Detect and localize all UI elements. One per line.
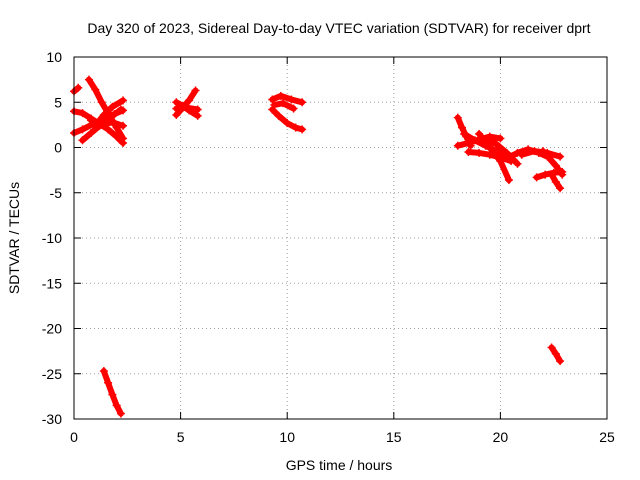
data-point	[119, 121, 128, 130]
data-point	[558, 167, 567, 176]
data-point	[78, 125, 87, 134]
x-tick-label: 10	[279, 429, 295, 445]
data-point	[185, 96, 194, 105]
data-point	[87, 129, 96, 138]
data-point	[108, 390, 117, 399]
data-point	[119, 96, 128, 105]
y-tick-label: -10	[42, 230, 62, 246]
data-point	[87, 116, 96, 125]
chart-title: Day 320 of 2023, Sidereal Day-to-day VTE…	[87, 20, 590, 36]
y-tick-label: 5	[54, 94, 62, 110]
data-point	[502, 154, 511, 163]
data-track-2	[85, 76, 126, 142]
y-tick-label: -15	[42, 275, 62, 291]
data-layer	[70, 75, 567, 418]
data-point	[84, 75, 93, 84]
data-point	[539, 147, 548, 156]
data-point	[532, 173, 541, 182]
data-point	[104, 125, 113, 134]
data-point	[556, 357, 565, 366]
y-tick-label: -5	[50, 185, 63, 201]
data-track-7	[88, 117, 126, 129]
grid-layer	[74, 57, 607, 419]
data-point	[547, 170, 556, 179]
data-point	[99, 367, 108, 376]
x-tick-label: 25	[599, 429, 615, 445]
x-tick-label: 0	[70, 429, 78, 445]
data-point	[78, 109, 87, 118]
y-tick-label: -25	[42, 366, 62, 382]
data-point	[112, 132, 121, 141]
x-tick-label: 5	[177, 429, 185, 445]
data-point	[74, 83, 83, 92]
data-point	[547, 343, 556, 352]
data-point	[119, 138, 128, 147]
data-point	[530, 147, 539, 156]
data-point	[108, 118, 117, 127]
data-point	[464, 138, 473, 147]
data-point	[278, 99, 287, 108]
data-point	[283, 119, 292, 128]
data-point	[99, 110, 108, 119]
data-point	[97, 98, 106, 107]
data-point	[276, 91, 285, 100]
data-point	[475, 129, 484, 138]
data-point	[492, 139, 501, 148]
data-point	[78, 136, 87, 145]
y-axis-title: SDTVAR / TECUs	[6, 182, 22, 294]
data-point	[268, 95, 277, 104]
data-point	[453, 141, 462, 150]
plot-frame	[73, 56, 608, 420]
y-tick-label: -20	[42, 321, 62, 337]
data-point	[545, 154, 554, 163]
data-point	[551, 177, 560, 186]
data-point	[116, 105, 125, 114]
data-point	[464, 148, 473, 157]
data-point	[481, 136, 490, 145]
tick-label-layer: 0 5 10 15 20 25 10 5 0 -5 -10 -15 -20 -25 -30	[42, 49, 615, 445]
data-point	[172, 104, 181, 113]
data-point	[551, 161, 560, 170]
data-point	[453, 113, 462, 122]
data-point	[460, 129, 469, 138]
data-point	[193, 105, 202, 114]
data-point	[556, 184, 565, 193]
data-point	[289, 104, 298, 113]
data-track-6	[92, 97, 126, 129]
data-point	[191, 86, 200, 95]
data-point	[556, 152, 565, 161]
data-point	[496, 134, 505, 143]
x-axis-title: GPS time / hours	[286, 457, 393, 473]
x-tick-label: 15	[386, 429, 402, 445]
data-point	[551, 349, 560, 358]
data-point	[470, 136, 479, 145]
data-point	[97, 120, 106, 129]
data-track-13	[269, 92, 306, 106]
data-point	[274, 111, 283, 120]
data-point	[475, 148, 484, 157]
data-point	[298, 125, 307, 134]
data-point	[104, 378, 113, 387]
data-point	[182, 103, 191, 112]
data-point	[291, 123, 300, 132]
data-point	[517, 150, 526, 159]
y-tick-label: 10	[46, 49, 62, 65]
data-point	[504, 176, 513, 185]
data-point	[91, 85, 100, 94]
data-point	[108, 102, 117, 111]
y-tick-label: -30	[42, 411, 62, 427]
data-point	[458, 123, 467, 132]
data-point	[287, 95, 296, 104]
data-point	[116, 409, 125, 418]
data-point	[112, 401, 121, 410]
data-point	[270, 100, 279, 109]
axis-layer	[73, 56, 608, 420]
data-point	[496, 157, 505, 166]
x-tick-label: 20	[493, 429, 509, 445]
data-point	[513, 159, 522, 168]
y-tick-label: 0	[54, 140, 62, 156]
data-point	[298, 98, 307, 107]
